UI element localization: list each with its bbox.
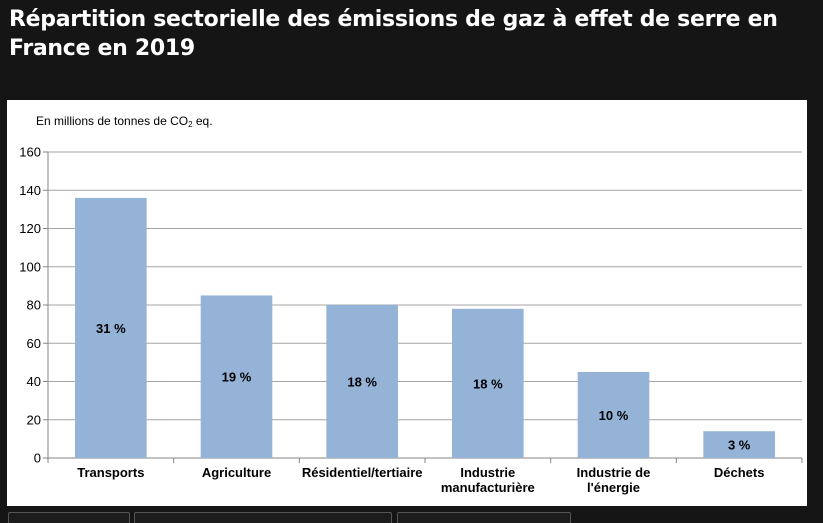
x-category-label: l'énergie bbox=[587, 480, 640, 495]
data-label: 31 % bbox=[96, 321, 126, 336]
data-label: 18 % bbox=[473, 376, 503, 391]
unit-prefix: En millions de tonnes de CO bbox=[36, 114, 189, 128]
y-tick-label: 120 bbox=[19, 221, 41, 236]
page-title: Répartition sectorielle des émissions de… bbox=[9, 7, 778, 61]
y-tick-label: 140 bbox=[19, 183, 41, 198]
unit-suffix: eq. bbox=[192, 114, 213, 128]
bar bbox=[200, 295, 273, 458]
y-tick-label: 160 bbox=[19, 145, 41, 160]
chart-card: En millions de tonnes de CO2 eq. 0 20 40 60… bbox=[7, 100, 807, 506]
x-category-label: Déchets bbox=[714, 465, 765, 480]
data-label: 19 % bbox=[222, 370, 252, 385]
data-label: 3 % bbox=[728, 438, 751, 453]
x-category-label: Industrie de bbox=[577, 465, 651, 480]
bar bbox=[75, 197, 147, 458]
bar-chart: 0 20 40 60 80 100 120 140 160 31 % Transports 19 % A… bbox=[19, 145, 803, 495]
y-tick-label: 100 bbox=[19, 259, 41, 274]
unit-label: En millions de tonnes de CO2 eq. bbox=[36, 114, 213, 129]
bar bbox=[577, 371, 650, 458]
x-category-label: Industrie bbox=[460, 465, 515, 480]
data-label: 10 % bbox=[599, 408, 629, 423]
data-label: 18 % bbox=[347, 375, 377, 390]
unit-subscript: 2 bbox=[188, 120, 193, 129]
y-tick-label: 20 bbox=[27, 412, 41, 427]
x-category-label: manufacturière bbox=[441, 480, 535, 495]
y-tick-label: 0 bbox=[34, 451, 41, 466]
y-tick-label: 40 bbox=[27, 374, 41, 389]
y-tick-label: 80 bbox=[27, 298, 41, 313]
bar bbox=[703, 431, 775, 458]
bar bbox=[452, 308, 524, 458]
x-category-label: Agriculture bbox=[202, 465, 271, 480]
bar bbox=[326, 305, 398, 458]
y-tick-label: 60 bbox=[27, 336, 41, 351]
x-category-label: Résidentiel/tertiaire bbox=[302, 465, 423, 480]
x-category-label: Transports bbox=[77, 465, 144, 480]
